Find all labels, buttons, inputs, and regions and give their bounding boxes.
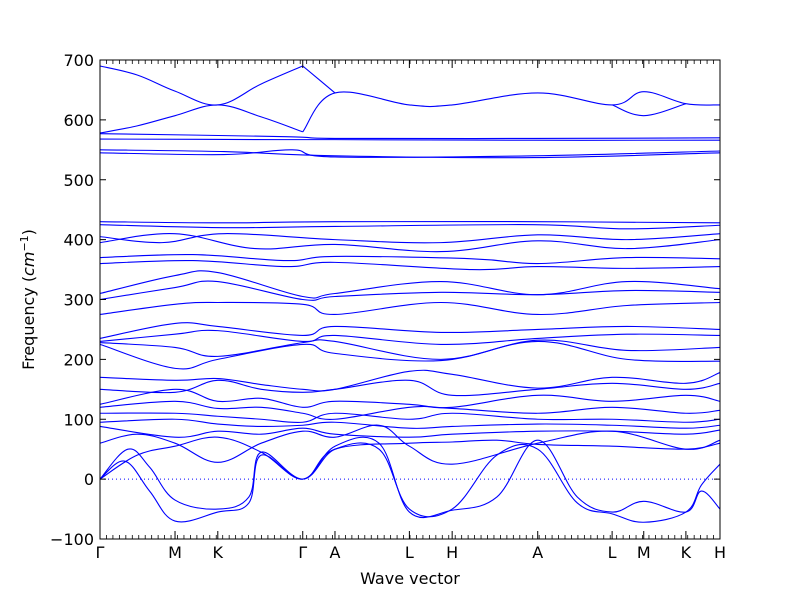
x-tick-label: L [405, 543, 414, 562]
x-tick-label: K [681, 543, 692, 562]
band-line-31 [99, 436, 721, 480]
x-axis-title: Wave vector [360, 569, 460, 588]
band-line-19 [99, 322, 721, 339]
band-line-26 [99, 400, 721, 420]
band-line-9 [99, 149, 721, 158]
x-tick-label: K [213, 543, 224, 562]
x-tick-label: Γ [96, 543, 105, 562]
band-line-10 [99, 220, 721, 224]
band-line-16 [99, 270, 721, 299]
band-line-28 [99, 418, 721, 429]
x-tick-label: H [446, 543, 458, 562]
band-line-27 [99, 412, 721, 424]
band-line-24 [99, 379, 721, 397]
band-line-25 [99, 388, 721, 409]
y-axis-title-math: cm [19, 252, 38, 276]
band-line-14 [99, 253, 721, 265]
band-line-13 [99, 233, 721, 253]
band-line-7 [99, 138, 721, 141]
x-tick-label: M [637, 543, 651, 562]
band-line-32 [99, 442, 721, 523]
y-tick-label: 0 [84, 470, 94, 489]
band-line-5 [611, 103, 687, 117]
band-lines [99, 65, 721, 523]
band-line-30 [99, 424, 721, 465]
y-tick-label: 500 [63, 171, 94, 190]
band-line-18 [99, 301, 721, 316]
x-tick-label: H [714, 543, 726, 562]
band-line-22 [99, 340, 721, 370]
y-tick-label: 400 [63, 231, 94, 250]
band-line-4 [302, 65, 336, 94]
plot-frame [99, 59, 721, 540]
y-tick-label: 200 [63, 350, 94, 369]
x-tick-label: L [608, 543, 617, 562]
x-tick-label: A [330, 543, 341, 562]
band-line-21 [99, 339, 721, 360]
x-tick-label: M [168, 543, 182, 562]
x-tick-label: A [532, 543, 543, 562]
x-tick-label: Γ [298, 543, 307, 562]
y-axis-ticks: −100 0 100 200 300 400 500 600 700 [50, 51, 720, 549]
band-line-17 [99, 280, 721, 301]
band-line-33 [99, 436, 721, 523]
band-line-2 [302, 91, 721, 133]
band-line-8 [99, 149, 721, 159]
y-tick-label: 100 [63, 410, 94, 429]
y-axis-title: Frequency (cm−1) [18, 229, 38, 370]
band-line-11 [99, 224, 721, 230]
y-axis-title-close: ) [19, 229, 38, 235]
band-line-15 [99, 259, 721, 271]
y-tick-label: 300 [63, 291, 94, 310]
y-tick-label: 700 [63, 51, 94, 70]
band-line-3 [99, 104, 303, 134]
band-line-12 [99, 233, 721, 244]
y-tick-label: −100 [50, 530, 94, 549]
band-line-6 [99, 133, 721, 140]
y-axis-title-exponent: −1 [18, 235, 31, 251]
band-line-23 [99, 369, 721, 392]
band-line-20 [99, 329, 721, 345]
band-line-1 [99, 65, 303, 106]
y-axis-title-main: Frequency ( [19, 276, 38, 370]
y-tick-label: 600 [63, 111, 94, 130]
